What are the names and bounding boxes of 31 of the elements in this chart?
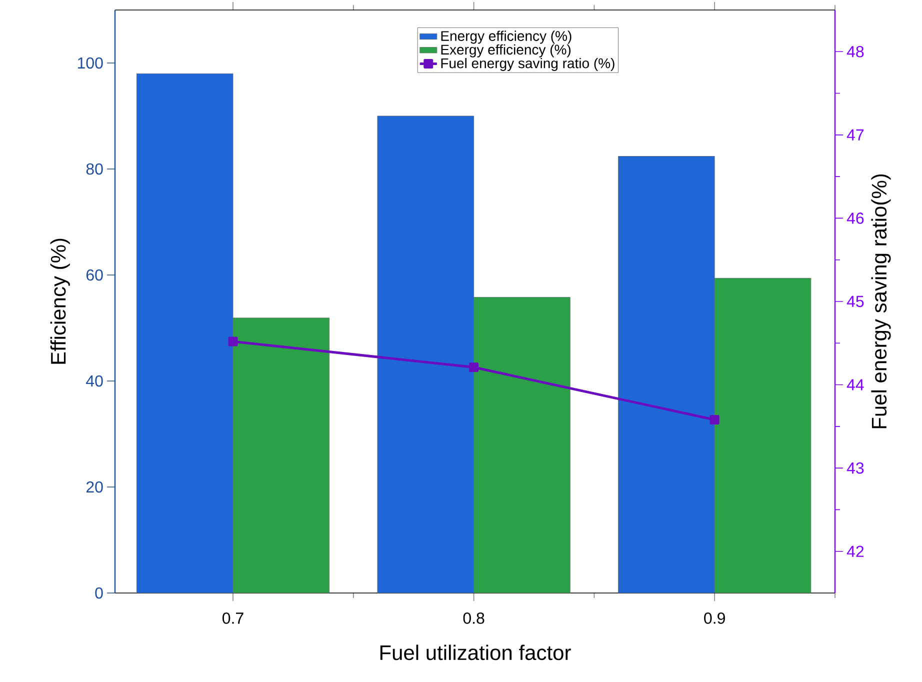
legend-label: Energy efficiency (%)	[441, 30, 572, 44]
x-axis-title: Fuel utilization factor	[380, 644, 571, 660]
y-tick-label: 0	[95, 587, 103, 599]
y2-tick-label: 46	[846, 212, 864, 224]
bar	[714, 278, 812, 593]
bar	[474, 297, 570, 593]
y-tick-label: 60	[86, 269, 103, 281]
y2-tick-label: 45	[846, 296, 864, 308]
y-tick-label: 40	[86, 375, 103, 387]
bar	[618, 156, 715, 593]
y2-tick-label: 44	[846, 379, 864, 390]
point	[710, 415, 720, 425]
y2-axis-title: Fuel energy saving ratio(%)	[871, 174, 891, 428]
y2-tick-label: 47	[846, 129, 864, 140]
bar	[377, 116, 474, 593]
bar	[136, 73, 234, 593]
y2-tick-label: 48	[846, 46, 864, 58]
x-tick-label: 0.8	[463, 612, 484, 624]
x-tick-label: 0.9	[704, 612, 725, 624]
y2-tick-label: 42	[846, 546, 864, 557]
point	[228, 336, 238, 346]
x-tick-label: 0.7	[222, 612, 244, 624]
legend-label: Fuel energy saving ratio (%)	[441, 58, 614, 72]
legend-label: Exergy efficiency (%)	[441, 44, 571, 58]
y2-tick-label: 43	[846, 462, 864, 474]
point	[469, 362, 479, 372]
bar	[232, 318, 330, 593]
y-axis-title: Efficiency (%)	[50, 238, 70, 364]
y-tick-label: 80	[86, 163, 103, 175]
y-tick-label: 20	[86, 481, 103, 493]
y-tick-label: 100	[78, 57, 103, 69]
